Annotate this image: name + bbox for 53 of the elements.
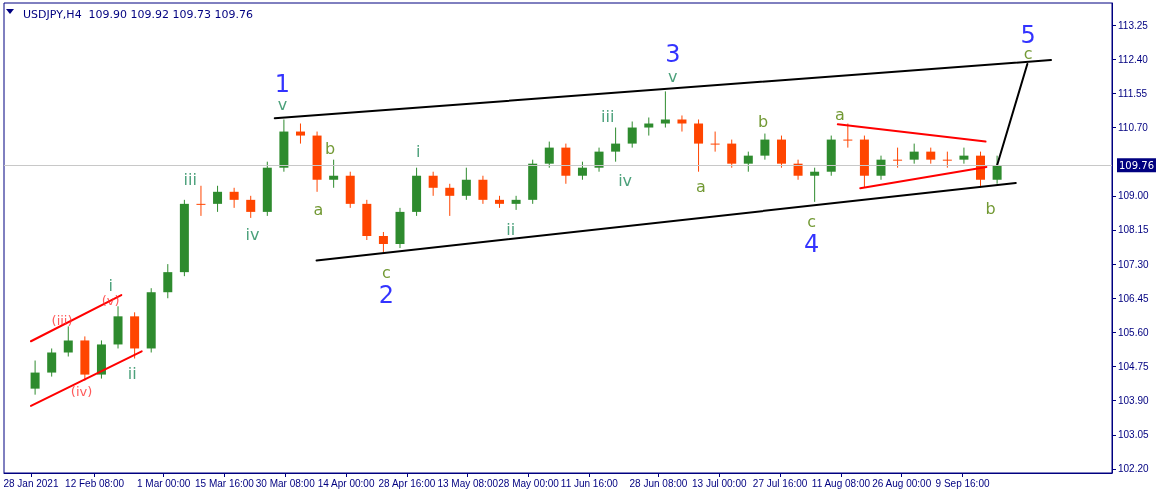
annotation: 3 [665,39,681,68]
annotation: b [758,112,769,131]
y-tick-label: 111.55 [1118,87,1148,99]
x-tick-label: 9 Sep 16:00 [935,477,990,489]
x-tick-label: 28 Apr 16:00 [378,477,436,489]
annotation: iv [618,171,633,191]
x-tick-label: 13 May 08:00 [437,477,499,489]
annotation: ii [506,220,516,240]
y-tick-label: 107.30 [1118,258,1150,270]
x-tick-label: 30 Mar 08:00 [255,477,316,489]
y-tick-label: 113.25 [1118,19,1149,31]
x-tick-label: 28 Jun 08:00 [629,477,688,489]
x-tick-label: 11 Jun 16:00 [560,477,619,489]
x-tick-label: 12 Feb 08:00 [65,477,125,489]
annotation: b [985,198,996,218]
y-tick-label: 109.00 [1118,190,1150,202]
y-tick-label: 105.60 [1118,326,1150,338]
annotation: i [108,275,113,295]
y-tick-label: 112.40 [1118,53,1149,65]
annotation: v [668,66,678,86]
y-tick-label: 110.70 [1118,122,1149,134]
x-tick-label: 1 Mar 00:00 [136,477,191,489]
x-tick-label: 11 Aug 08:00 [811,477,871,489]
annotation: ii [127,364,137,384]
annotation: i [416,142,421,162]
annotation: c [807,211,817,231]
annotation: b [324,139,336,159]
annotation: (iii) [51,312,73,328]
x-tick-label: 28 Jan 2021 [3,477,59,489]
y-tick-label: 108.15 [1118,224,1150,236]
x-tick-label: 14 Apr 00:00 [317,477,375,489]
y-tick-label: 103.05 [1118,429,1150,441]
x-tick-label: 13 Jul 00:00 [692,477,747,489]
annotation: a [696,177,706,197]
x-tick-label: 15 Mar 16:00 [194,477,255,489]
annotation: 2 [378,281,394,310]
x-tick-label: 27 Jul 16:00 [752,477,808,489]
annotation: iv [245,224,260,244]
y-tick-label: 102.20 [1118,463,1150,475]
text: USDJPY,H4 109.90 109.92 109.73 109.76 [23,8,254,21]
x-tick-label: 28 May 00:00 [498,477,560,489]
y-tick-label: 103.90 [1118,395,1150,407]
y-tick-label: 104.75 [1118,361,1150,373]
annotation: a [834,104,845,124]
annotation: iii [183,170,197,190]
annotation: (iv) [70,384,93,400]
annotation: iii [601,106,615,126]
annotation: 4 [804,230,820,259]
y-tick-label: 106.45 [1118,292,1150,304]
ref-line-label: 109.76 [1119,159,1154,171]
x-tick-label: 26 Aug 00:00 [872,477,932,489]
annotation: a [313,199,324,219]
annotation: c [381,263,391,283]
